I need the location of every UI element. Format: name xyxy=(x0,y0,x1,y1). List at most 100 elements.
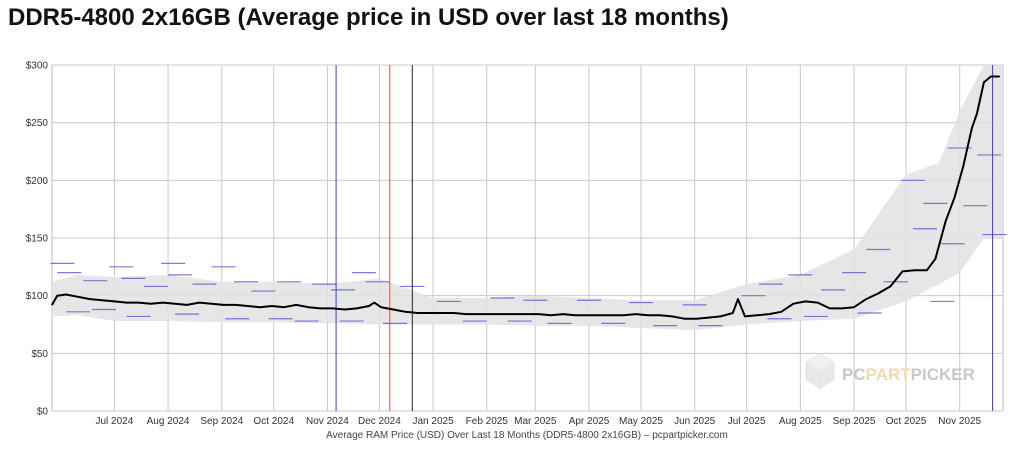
average-price-point xyxy=(77,296,79,298)
x-tick-label: Sep 2024 xyxy=(200,416,243,427)
average-price-point xyxy=(804,300,807,303)
x-tick-label: Jul 2025 xyxy=(728,416,766,427)
average-price-point xyxy=(373,301,375,304)
average-price-point xyxy=(441,312,443,314)
watermark-text-picker: PICKER xyxy=(911,365,975,384)
x-tick-label: Apr 2025 xyxy=(569,416,610,427)
average-price-point xyxy=(586,314,588,316)
average-price-point xyxy=(901,270,904,273)
x-tick-label: Dec 2024 xyxy=(358,416,401,427)
average-price-point xyxy=(186,304,188,306)
average-price-point xyxy=(983,81,985,83)
watermark-text: PCPARTPICKER xyxy=(842,365,975,384)
x-axis-label: Average RAM Price (USD) Over Last 18 Mon… xyxy=(326,430,728,441)
y-tick-label: $300 xyxy=(26,61,49,72)
average-price-point xyxy=(962,165,964,168)
average-price-point xyxy=(695,318,697,320)
average-price-point xyxy=(513,313,516,315)
chart-title: DDR5-4800 2x16GB (Average price in USD o… xyxy=(8,4,729,31)
average-price-point xyxy=(356,307,358,309)
average-price-point xyxy=(732,312,734,314)
average-price-point xyxy=(113,300,115,303)
average-price-point xyxy=(283,306,285,308)
watermark-logo xyxy=(805,353,835,389)
average-price-point xyxy=(737,298,739,300)
average-price-point xyxy=(101,299,103,301)
x-tick-label: Sep 2025 xyxy=(833,416,876,427)
x-tick-label: Aug 2025 xyxy=(779,416,822,427)
average-price-point xyxy=(792,303,794,305)
average-price-point xyxy=(489,313,491,315)
average-price-point xyxy=(89,298,91,300)
average-price-point xyxy=(380,306,382,308)
average-price-point xyxy=(659,314,661,316)
average-price-point xyxy=(526,313,528,315)
average-price-point xyxy=(344,308,346,311)
average-price-line xyxy=(51,75,1001,320)
average-price-point xyxy=(150,303,152,305)
average-price-point xyxy=(550,314,552,316)
y-tick-label: $100 xyxy=(26,291,49,302)
average-price-point xyxy=(945,220,947,222)
average-price-point xyxy=(635,313,637,315)
average-price-point xyxy=(368,305,370,307)
average-price-point xyxy=(465,313,467,315)
average-price-point xyxy=(756,314,758,316)
average-price-point xyxy=(780,311,782,313)
average-price-point xyxy=(307,306,309,308)
average-price-point xyxy=(174,303,176,305)
watermark-text-part: PART xyxy=(866,365,912,384)
average-price-point xyxy=(404,311,406,313)
average-price-point xyxy=(841,307,843,309)
average-price-point xyxy=(259,306,261,308)
x-tick-label: Jul 2024 xyxy=(95,416,133,427)
average-price-point xyxy=(768,313,770,315)
x-tick-label: Jan 2025 xyxy=(413,416,455,427)
average-price-point xyxy=(998,75,1001,78)
average-price-point xyxy=(817,301,819,304)
average-price-point xyxy=(720,315,722,318)
average-price-point xyxy=(332,307,334,309)
average-price-point xyxy=(198,301,200,304)
average-price-point xyxy=(65,293,67,296)
x-tick-label: Nov 2024 xyxy=(306,416,349,427)
x-tick-label: Nov 2025 xyxy=(938,416,981,427)
average-price-point xyxy=(51,304,53,306)
average-price-point xyxy=(56,295,58,297)
average-price-point xyxy=(392,308,394,311)
average-price-point xyxy=(707,316,710,319)
average-price-point xyxy=(598,314,600,316)
x-tick-label: Feb 2025 xyxy=(466,416,509,427)
average-price-point xyxy=(222,304,225,306)
average-price-point xyxy=(138,301,140,304)
average-price-point xyxy=(853,306,855,308)
average-price-point xyxy=(162,301,164,304)
average-price-point xyxy=(914,269,916,271)
average-price-point xyxy=(235,304,237,306)
average-price-point xyxy=(562,313,564,315)
average-price-point xyxy=(429,312,431,314)
average-price-point xyxy=(976,112,978,115)
average-price-point xyxy=(671,315,673,318)
average-price-point xyxy=(829,307,831,309)
average-price-point xyxy=(271,305,273,307)
average-price-point xyxy=(247,305,249,307)
average-price-point xyxy=(210,303,212,305)
y-tick-label: $0 xyxy=(37,407,49,418)
average-price-point xyxy=(683,318,685,320)
average-price-point xyxy=(865,298,867,300)
average-price-point xyxy=(319,307,322,309)
y-axis-ticks: $0 $50 $100 $150 $200 $250 $300 xyxy=(26,61,49,418)
x-tick-label: Aug 2024 xyxy=(147,416,190,427)
average-price-point xyxy=(125,301,128,304)
average-price-point xyxy=(416,312,419,314)
average-price-point xyxy=(926,269,928,271)
average-price-point xyxy=(889,285,892,288)
retailer-price-marks xyxy=(50,147,1007,327)
average-price-point xyxy=(934,258,937,260)
average-price-point xyxy=(477,313,479,315)
average-price-point xyxy=(971,127,973,130)
x-tick-label: May 2025 xyxy=(619,416,663,427)
y-tick-label: $150 xyxy=(26,234,49,245)
average-price-point xyxy=(295,304,297,306)
